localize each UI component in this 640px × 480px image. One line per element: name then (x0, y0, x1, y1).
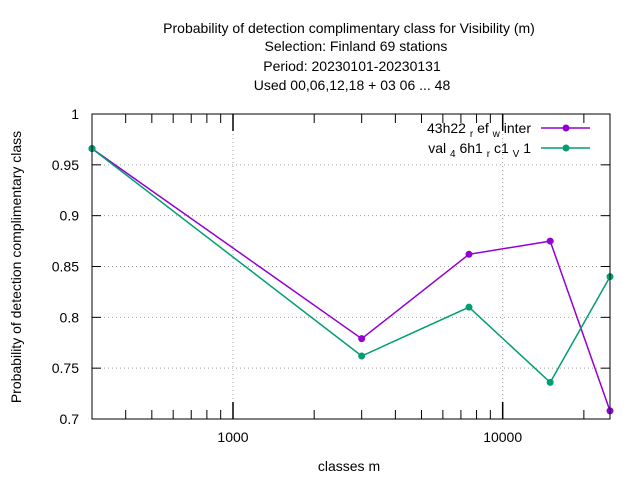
y-tick-label: 0.8 (60, 309, 80, 325)
legend-marker-1 (562, 124, 570, 132)
x-axis-label: classes m (318, 458, 380, 474)
chart-title: Probability of detection complimentary c… (163, 20, 535, 93)
title-line-1: Probability of detection complimentary c… (163, 20, 535, 36)
x-tick-label: 10000 (483, 429, 522, 445)
y-tick-label: 0.95 (52, 157, 79, 173)
series-2-point (465, 303, 473, 311)
y-tick-label: 0.85 (52, 259, 79, 275)
legend-label-1: 43h22 r ef w inter (427, 120, 531, 140)
y-tick-label: 1 (71, 106, 79, 122)
legend-label-2: val 4 6h1 r c1 V 1 (428, 140, 531, 160)
x-tick-label: 1000 (217, 429, 248, 445)
series-1-point (465, 250, 473, 258)
title-line-2: Selection: Finland 69 stations (265, 38, 448, 54)
legend: 43h22 r ef w inter val 4 6h1 r c1 V 1 (427, 120, 590, 160)
series-2-point (546, 378, 554, 386)
title-line-3: Period: 20230101-20230131 (263, 58, 441, 74)
legend-marker-2 (562, 144, 570, 152)
y-tick-label: 0.9 (60, 208, 80, 224)
y-tick-label: 0.7 (60, 411, 80, 427)
title-line-4: Used 00,06,12,18 + 03 06 ... 48 (254, 77, 451, 93)
plot-border (91, 113, 611, 420)
tick-labels: 0.7 0.75 0.8 0.85 0.9 0.95 1 1000 10000 (52, 106, 523, 445)
series-2-line (91, 148, 611, 384)
grid (92, 114, 610, 419)
series-2-point (358, 352, 366, 360)
series-1-point (358, 335, 366, 343)
y-tick-label: 0.75 (52, 360, 79, 376)
series-1-point (546, 237, 554, 245)
series-1-line (91, 147, 611, 412)
series-group (88, 145, 614, 415)
y-axis-label: Probability of detection complimentary c… (8, 131, 24, 403)
